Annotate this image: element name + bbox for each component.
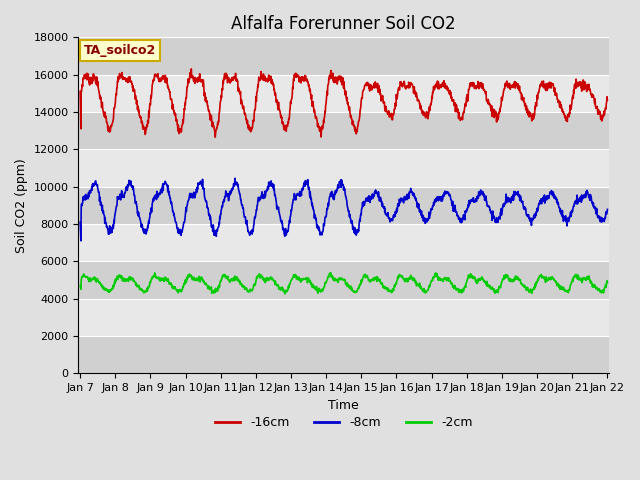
Bar [79, 112, 609, 149]
Y-axis label: Soil CO2 (ppm): Soil CO2 (ppm) [15, 158, 28, 252]
Bar [79, 336, 609, 373]
Bar [79, 75, 609, 112]
Bar [79, 37, 609, 75]
Bar [79, 224, 609, 261]
Legend: -16cm, -8cm, -2cm: -16cm, -8cm, -2cm [210, 411, 477, 434]
X-axis label: Time: Time [328, 398, 359, 412]
Bar [79, 187, 609, 224]
Text: TA_soilco2: TA_soilco2 [84, 44, 156, 57]
Bar [79, 299, 609, 336]
Title: Alfalfa Forerunner Soil CO2: Alfalfa Forerunner Soil CO2 [232, 15, 456, 33]
Bar [79, 261, 609, 299]
Bar [79, 149, 609, 187]
